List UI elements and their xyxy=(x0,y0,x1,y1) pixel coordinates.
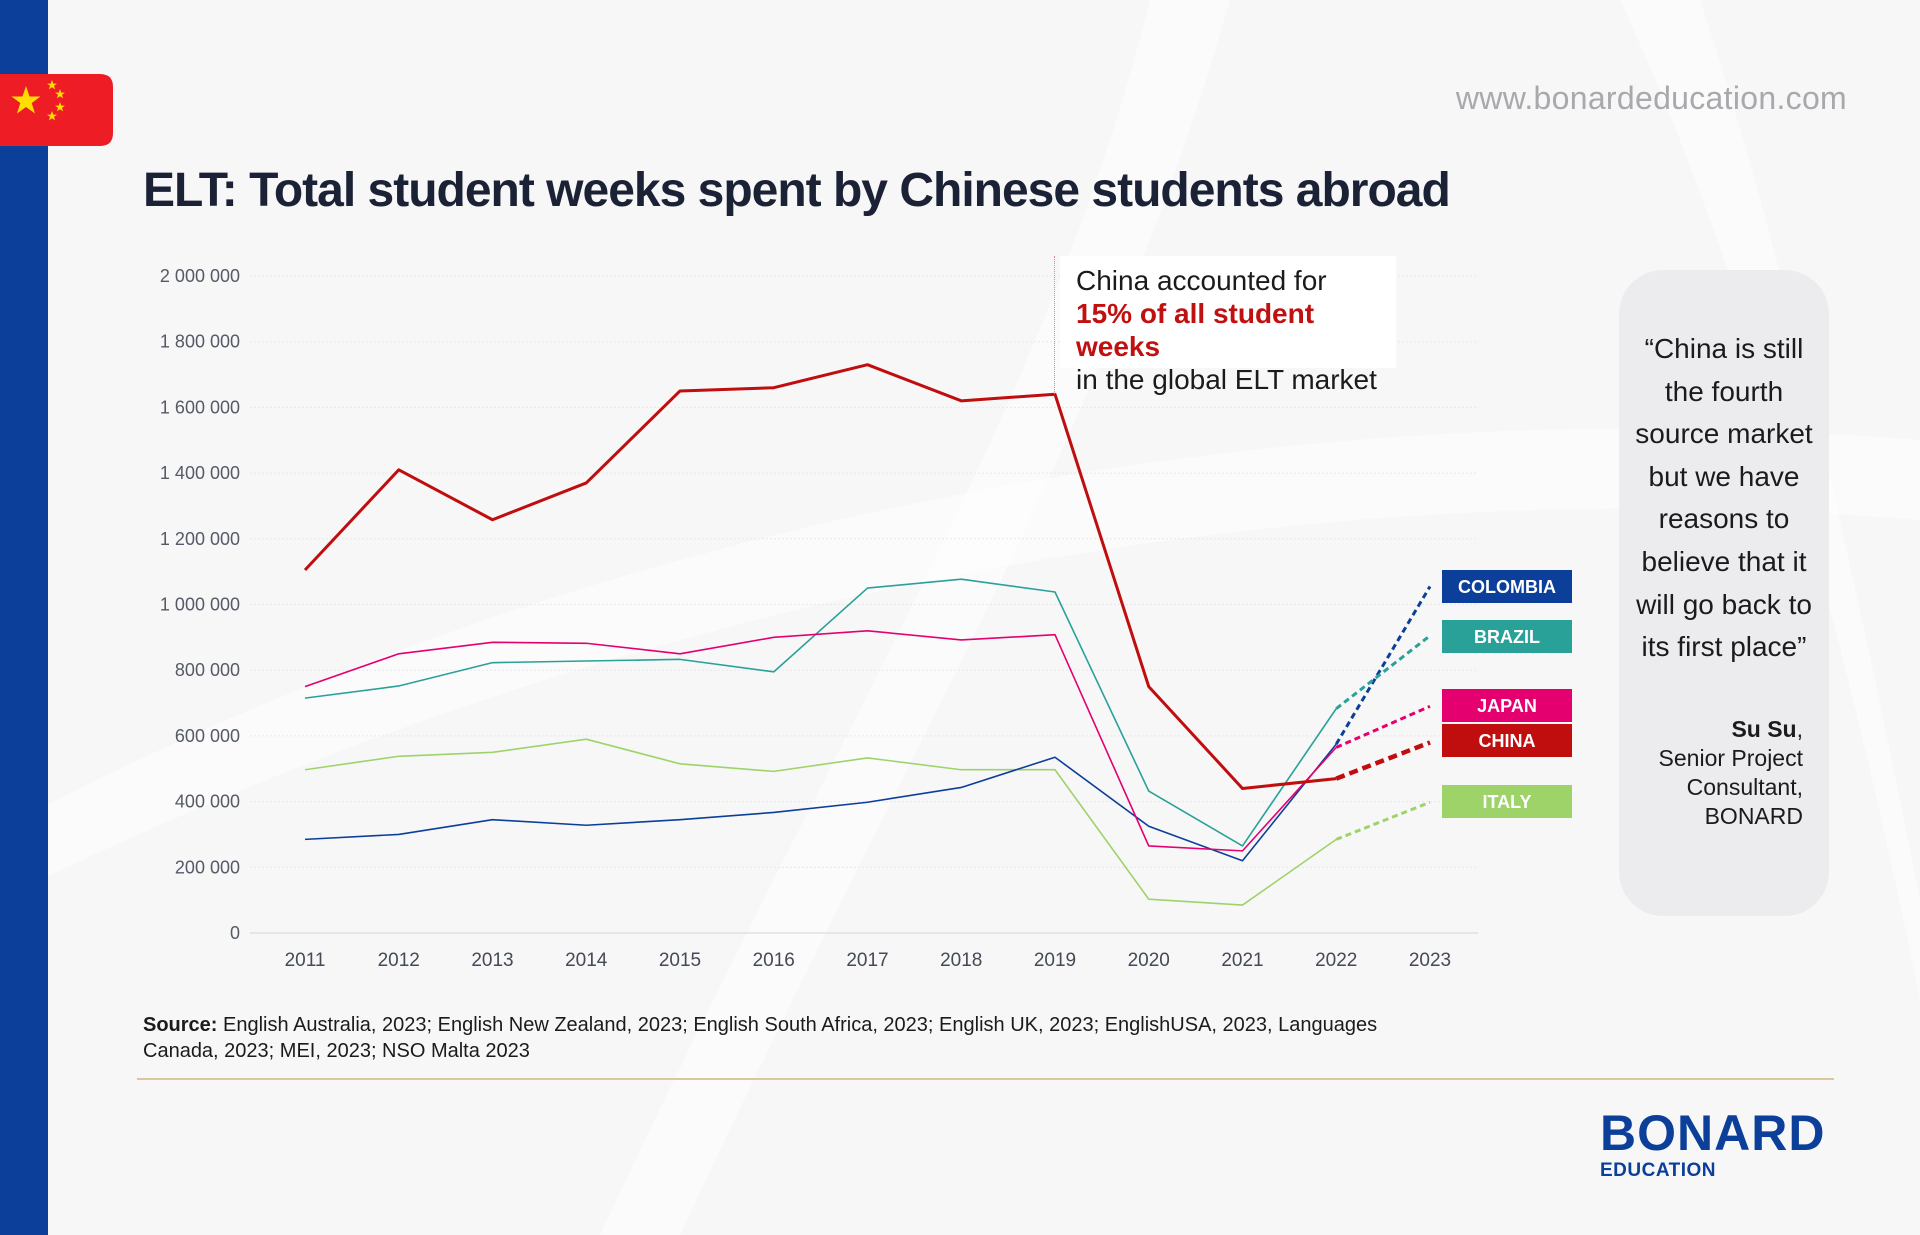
x-tick-label: 2019 xyxy=(1034,950,1076,971)
y-tick-label: 1 400 000 xyxy=(160,463,240,483)
quote-card: “China is still the fourth source market… xyxy=(1619,270,1829,916)
callout-line-1: China accounted for xyxy=(1076,265,1327,296)
quote-author-name: Su Su xyxy=(1731,715,1797,742)
y-tick-label: 1 200 000 xyxy=(160,529,240,549)
quote-author: Su Su, Senior Project Consultant, BONARD xyxy=(1658,715,1803,829)
legend-label-italy: ITALY xyxy=(1482,792,1531,812)
series-projection-japan xyxy=(1335,704,1431,749)
series-line-colombia xyxy=(304,743,1337,862)
legend: COLOMBIA BRAZIL JAPAN CHINA ITALY xyxy=(1442,570,1572,818)
y-tick-label: 200 000 xyxy=(175,857,240,877)
legend-box-brazil xyxy=(1442,620,1572,653)
flag-background xyxy=(0,74,113,146)
source-text: English Australia, 2023; English New Zea… xyxy=(143,1014,1378,1062)
x-tick-label: 2014 xyxy=(565,950,608,971)
flag-small-star-1 xyxy=(47,80,57,90)
flag-big-star xyxy=(11,86,41,114)
footer-divider xyxy=(137,1078,1834,1080)
y-tick-label: 1 000 000 xyxy=(160,595,240,615)
legend-label-colombia: COLOMBIA xyxy=(1458,577,1556,597)
left-accent-bar xyxy=(0,0,48,1235)
x-tick-label: 2015 xyxy=(659,950,701,971)
series-projection-colombia xyxy=(1334,585,1432,745)
series-projection-brazil xyxy=(1335,634,1431,710)
chart-title: ELT: Total student weeks spent by Chines… xyxy=(143,164,1451,217)
y-tick-label: 400 000 xyxy=(175,792,240,812)
x-tick-label: 2017 xyxy=(846,950,888,971)
y-tick-label: 1 800 000 xyxy=(160,332,240,352)
legend-label-japan: JAPAN xyxy=(1477,696,1537,716)
x-tick-label: 2013 xyxy=(471,950,513,971)
x-tick-label: 2023 xyxy=(1409,950,1451,971)
y-tick-label: 1 600 000 xyxy=(160,397,240,417)
website-url[interactable]: www.bonardeducation.com xyxy=(1455,80,1847,116)
series-projection-italy xyxy=(1335,800,1431,841)
legend-box-china xyxy=(1442,724,1572,757)
source-note: Source: English Australia, 2023; English… xyxy=(143,1012,1443,1064)
callout-line-3: in the global ELT market xyxy=(1076,364,1377,395)
series-line-china xyxy=(303,363,1337,790)
series-line-italy xyxy=(304,738,1337,906)
legend-box-italy xyxy=(1442,785,1572,818)
callout-highlight: 15% of all student weeks xyxy=(1076,298,1315,362)
quote-text: “China is still the fourth source market… xyxy=(1635,333,1813,663)
legend-label-brazil: BRAZIL xyxy=(1474,627,1540,647)
y-tick-label: 800 000 xyxy=(175,660,240,680)
flag-small-star-4 xyxy=(47,111,57,121)
series-lines xyxy=(303,363,1432,906)
legend-label-china: CHINA xyxy=(1479,731,1536,751)
x-tick-label: 2021 xyxy=(1221,950,1263,971)
y-tick-label: 0 xyxy=(230,923,240,943)
logo-wordmark: BONARD xyxy=(1600,1105,1826,1161)
y-tick-label: 2 000 000 xyxy=(160,266,240,286)
x-tick-label: 2016 xyxy=(753,950,795,971)
x-tick-label: 2011 xyxy=(285,950,326,971)
callout-box: China accounted for 15% of all student w… xyxy=(1060,256,1396,395)
bonard-logo[interactable]: BONARD EDUCATION xyxy=(1600,1108,1824,1182)
x-tick-label: 2018 xyxy=(940,950,982,971)
legend-box-colombia xyxy=(1442,570,1572,603)
source-label: Source: xyxy=(143,1014,218,1036)
x-tick-label: 2012 xyxy=(378,950,420,971)
y-tick-label: 600 000 xyxy=(175,726,240,746)
quote-author-role: Senior Project Consultant, BONARD xyxy=(1658,744,1803,829)
y-axis-ticks: 0 200 000 400 000 600 000 800 000 1 000 000 1 … xyxy=(160,266,240,943)
logo-subtitle: EDUCATION xyxy=(1600,1160,1717,1181)
series-line-brazil xyxy=(304,578,1337,847)
series-line-japan xyxy=(304,629,1337,852)
x-tick-label: 2022 xyxy=(1315,950,1357,971)
china-flag-icon xyxy=(0,74,113,146)
x-axis-ticks: 2011 2012 2013 2014 2015 2016 2017 2018 2019 2020… xyxy=(285,950,1452,971)
callout-leader-line xyxy=(1054,256,1055,394)
flag-small-star-2 xyxy=(55,89,65,99)
legend-box-japan xyxy=(1442,689,1572,722)
grid-lines xyxy=(250,275,1478,934)
flag-small-star-3 xyxy=(55,102,65,112)
x-tick-label: 2020 xyxy=(1128,950,1170,971)
series-projection-china xyxy=(1335,740,1431,781)
